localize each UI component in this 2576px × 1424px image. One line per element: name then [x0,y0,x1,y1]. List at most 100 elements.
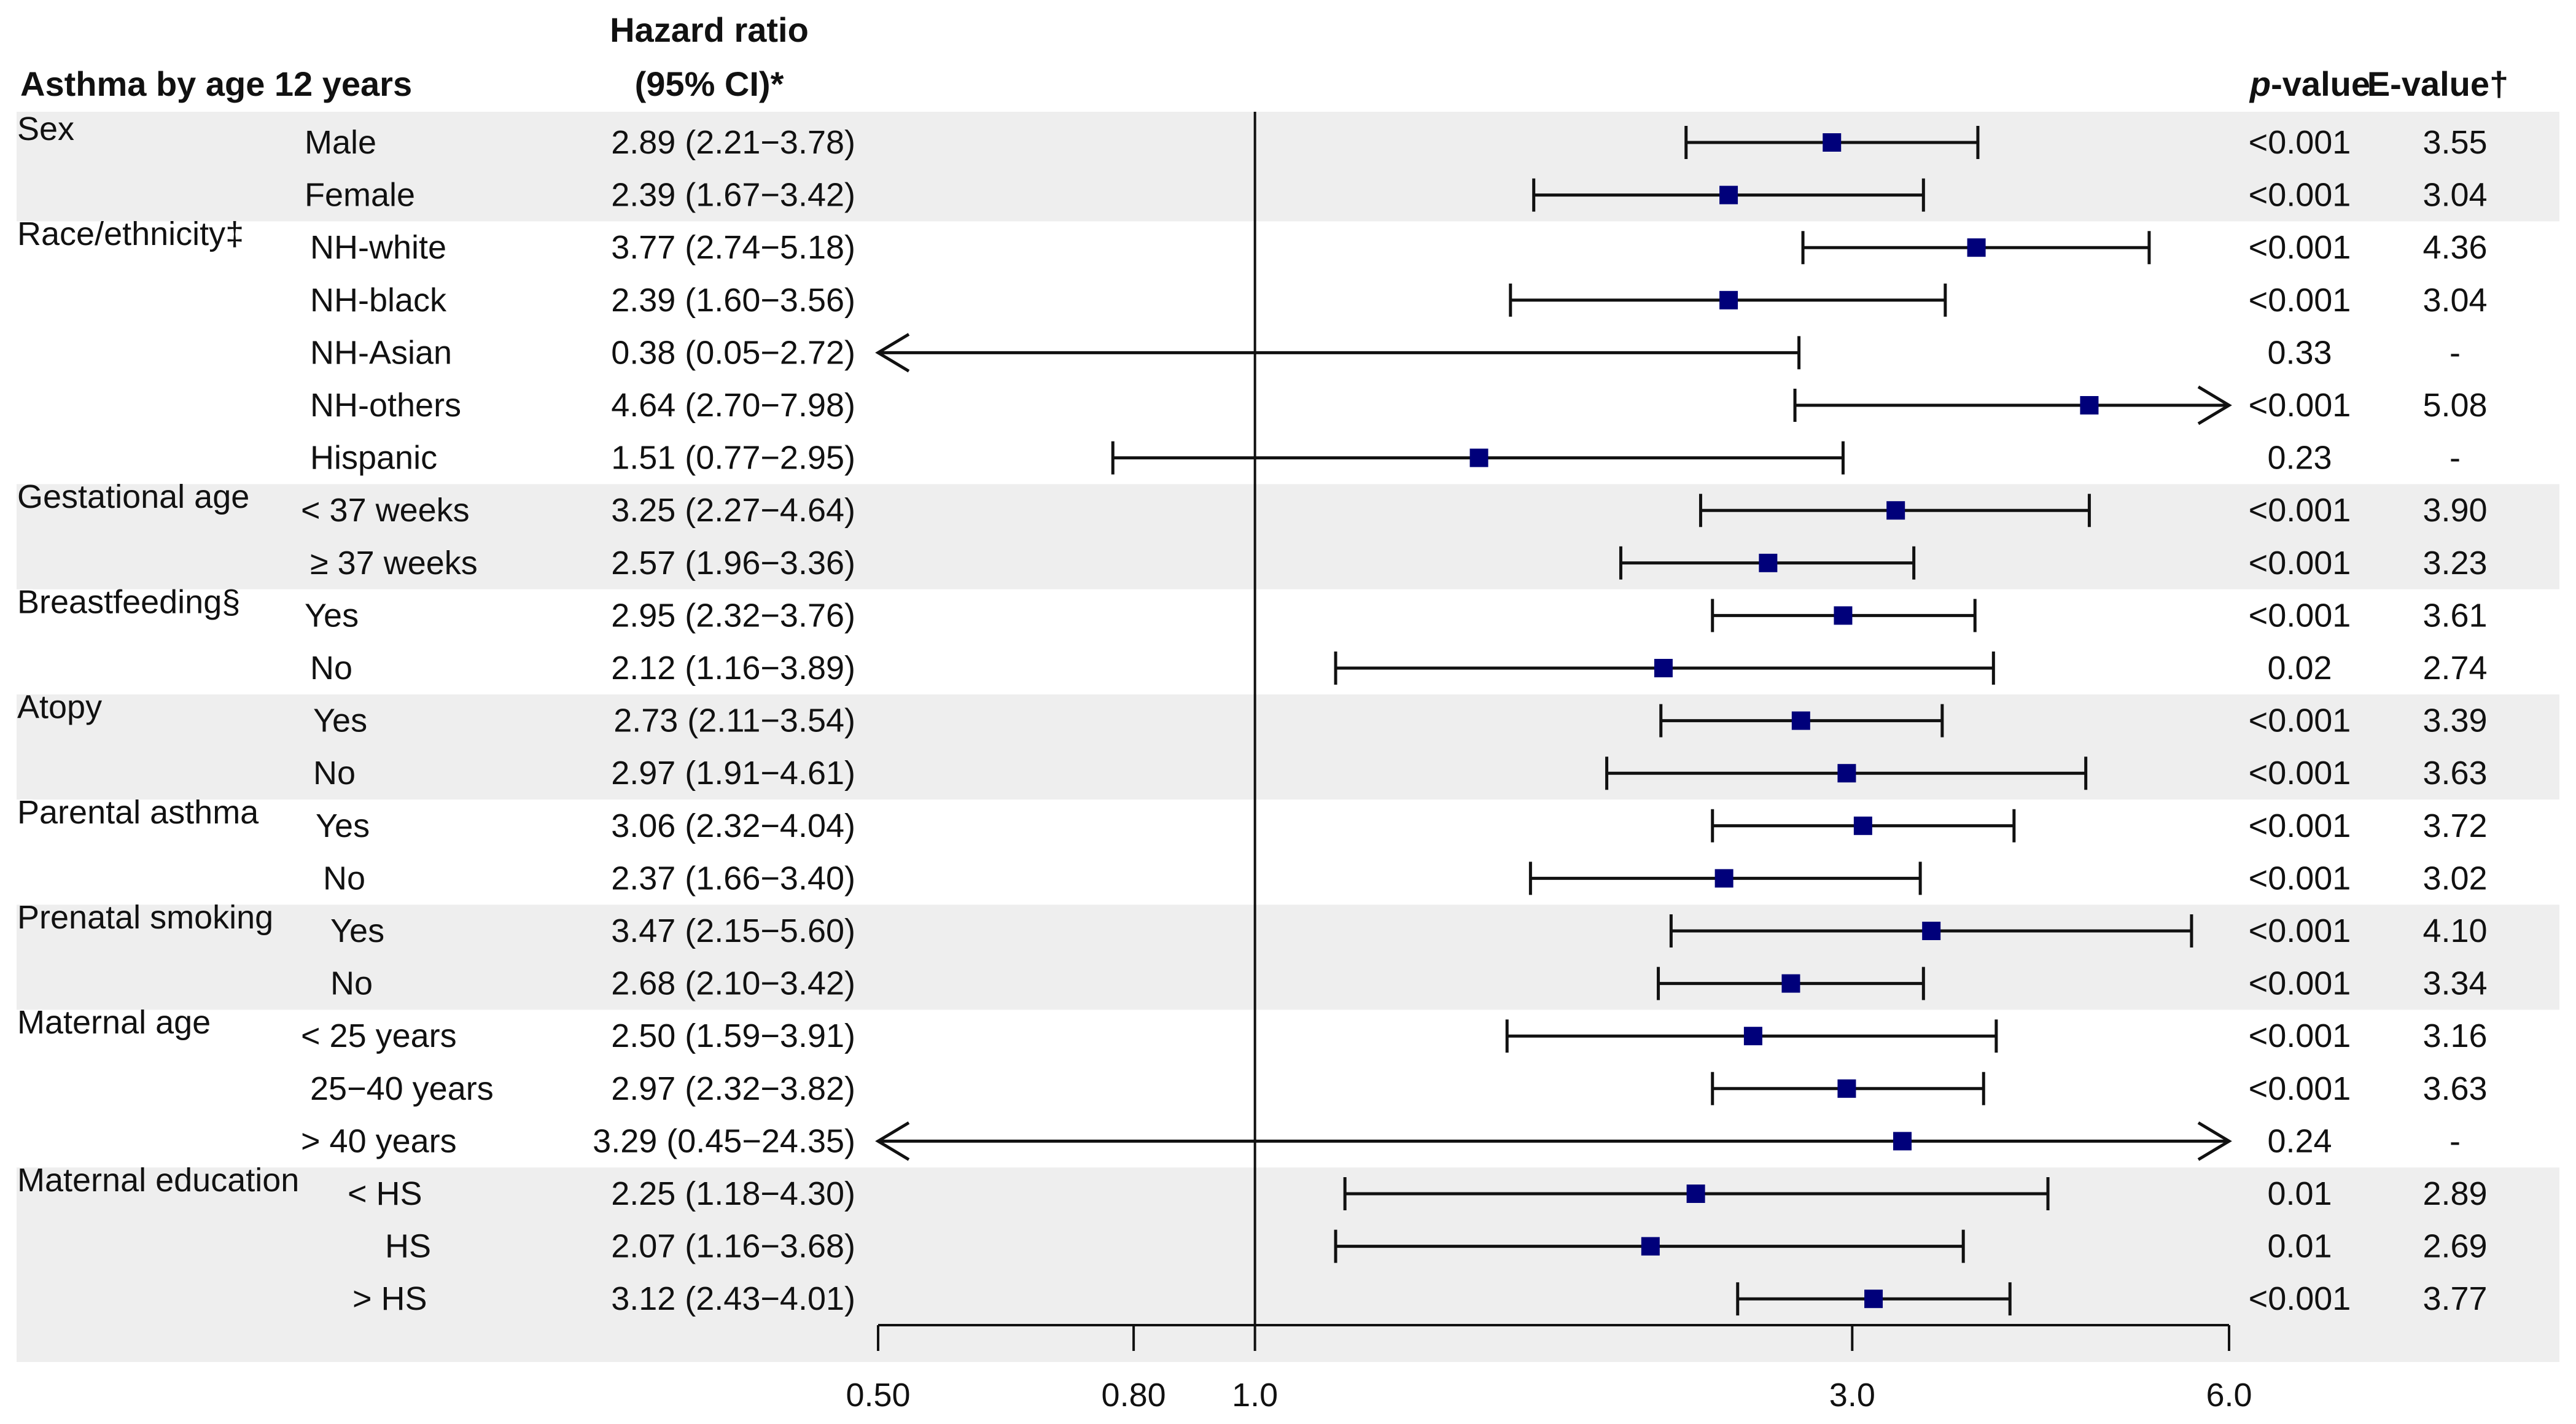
p-value: <0.001 [2249,177,2351,214]
subgroup-label: HS [385,1228,431,1265]
e-value: 2.74 [2422,650,2487,687]
hr-ci-text: 2.57 (1.96−3.36) [611,545,855,582]
subgroup-label: ≥ 37 weeks [310,545,478,582]
hr-ci-text: 3.29 (0.45−24.35) [593,1122,855,1159]
evalue-header: E-value† [2367,64,2508,103]
hr-ci-text: 3.06 (2.32−4.04) [611,807,855,844]
p-value: 0.33 [2267,334,2332,371]
row-texts: Sex Race/ethnicity‡ Gestational age Breastf… [17,111,2488,1317]
hr-ci-text: 3.12 (2.43−4.01) [611,1280,855,1317]
subgroup-label: Yes [316,807,370,844]
hr-header-line2: (95% CI)* [635,64,784,103]
e-value: 5.08 [2422,387,2487,424]
p-value: <0.001 [2249,597,2351,634]
hr-ci-text: 2.12 (1.16−3.89) [611,650,855,687]
p-value: <0.001 [2249,912,2351,949]
hr-ci-text: 2.73 (2.11−3.54) [613,702,855,739]
p-value: <0.001 [2249,124,2351,161]
point-estimate [1686,1185,1705,1203]
group-label: Atopy [17,689,102,726]
e-value: - [2450,440,2461,477]
e-value: - [2450,1122,2461,1159]
group-label: Race/ethnicity‡ [17,216,244,252]
point-estimate [1967,238,1986,257]
group-band [17,112,2559,222]
e-value: 2.89 [2422,1175,2487,1212]
x-tick-label: 0.80 [1102,1377,1166,1414]
x-tick-label: 0.50 [846,1377,910,1414]
hr-ci-text: 4.64 (2.70−7.98) [611,387,855,424]
e-value: 3.90 [2422,492,2487,529]
group-label: Maternal education [17,1162,299,1199]
e-value: 3.63 [2422,755,2487,792]
hr-ci-text: 1.51 (0.77−2.95) [611,440,855,477]
subgroup-label: > HS [352,1280,427,1317]
e-value: 3.39 [2422,702,2487,739]
e-value: 3.72 [2422,807,2487,844]
pvalue-header-italic: p [2249,64,2271,103]
group-band [17,905,2559,1010]
group-label: Prenatal smoking [17,899,273,936]
subgroup-label: < HS [348,1175,422,1212]
point-estimate [1893,1132,1912,1151]
subgroup-label: NH-others [310,387,461,424]
group-band [17,1167,2559,1362]
group-label: Maternal age [17,1004,211,1041]
p-value: <0.001 [2249,1280,2351,1317]
hr-ci-text: 2.68 (2.10−3.42) [611,965,855,1002]
e-value: 2.69 [2422,1228,2487,1265]
hr-ci-text: 2.97 (2.32−3.82) [611,1070,855,1107]
hr-ci-text: 2.07 (1.16−3.68) [611,1228,855,1265]
hr-ci-text: 3.77 (2.74−5.18) [611,229,855,266]
e-value: 3.63 [2422,1070,2487,1107]
p-value: <0.001 [2249,807,2351,844]
subgroup-label: > 40 years [301,1122,457,1159]
point-estimate [1743,1027,1762,1046]
subgroup-label: NH-white [310,229,446,266]
point-estimate [1853,816,1872,835]
p-value: <0.001 [2249,702,2351,739]
point-estimate [2080,396,2099,414]
point-estimate [1714,869,1734,888]
point-estimate [1837,764,1856,783]
x-tick-label: 3.0 [1829,1377,1875,1414]
p-value: <0.001 [2249,492,2351,529]
p-value: <0.001 [2249,755,2351,792]
subgroup-label: Yes [305,597,359,634]
point-estimate [1823,133,1842,152]
ci-arrow-right [2197,385,2232,426]
p-value: <0.001 [2249,860,2351,897]
subgroup-label: No [330,965,373,1002]
e-value: - [2450,334,2461,371]
group-band [17,694,2559,800]
group-band [17,484,2559,589]
subgroup-label: 25−40 years [310,1070,494,1107]
hr-ci-text: 2.95 (2.32−3.76) [611,597,855,634]
point-estimate [1837,1079,1856,1098]
point-estimate [1791,711,1810,730]
e-value: 3.02 [2422,860,2487,897]
p-value: 0.01 [2267,1175,2332,1212]
hr-ci-text: 3.47 (2.15−5.60) [611,912,855,949]
e-value: 3.04 [2422,177,2487,214]
p-value: <0.001 [2249,1070,2351,1107]
point-estimate [1641,1237,1660,1256]
subgroup-label: No [323,860,365,897]
point-estimate [1759,553,1778,572]
ci-arrow-right [2197,1121,2232,1161]
e-value: 4.36 [2422,229,2487,266]
subgroup-label: Female [305,177,415,214]
e-value: 3.61 [2422,597,2487,634]
hr-ci-text: 2.37 (1.66−3.40) [611,860,855,897]
ci-arrow-left [875,1121,910,1161]
point-estimate [1719,290,1738,309]
ci-arrow-left [875,333,910,373]
x-tick-label: 6.0 [2206,1377,2252,1414]
e-value: 3.77 [2422,1280,2487,1317]
subgroup-label: NH-black [310,282,447,319]
p-value: <0.001 [2249,1017,2351,1054]
p-value: <0.001 [2249,387,2351,424]
hr-ci-text: 0.38 (0.05−2.72) [611,334,855,371]
e-value: 3.04 [2422,282,2487,319]
group-bands [17,112,2559,1362]
